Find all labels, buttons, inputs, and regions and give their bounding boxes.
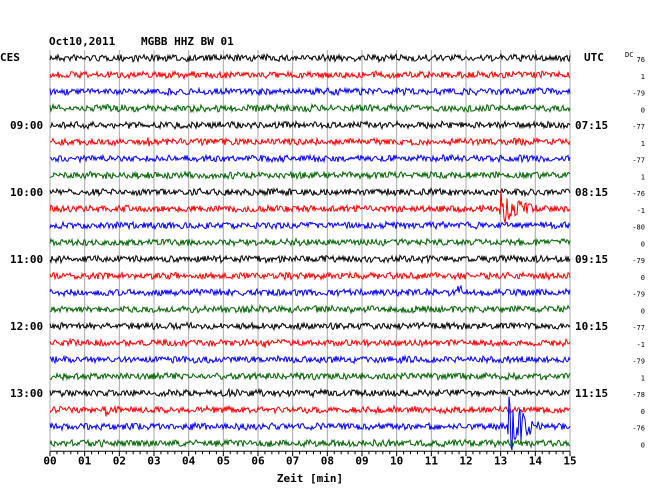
trace-row-12 [49,254,571,265]
trace-row-5 [49,136,571,147]
offset-label-15: 0 [641,307,645,315]
x-tick-label-08: 08 [321,454,334,467]
right-time-label-1: 08:15 [575,186,608,199]
offset-label-13: 0 [641,274,645,282]
left-time-label-0: 09:00 [10,119,43,132]
trace-row-8 [49,187,571,198]
offset-label-5: 1 [641,140,645,148]
offset-label-14: -79 [632,291,645,299]
offset-label-17: -1 [637,341,645,349]
offset-label-9: -1 [637,207,645,215]
trace-row-14 [49,284,571,298]
x-tick-label-00: 00 [43,454,56,467]
trace-row-11 [49,237,571,248]
trace-row-21 [49,404,571,417]
x-tick-label-11: 11 [425,454,439,467]
right-axis-label: UTC [584,51,604,64]
offset-label-3: 0 [641,106,645,114]
trace-row-17 [49,337,571,349]
x-tick-label-04: 04 [182,454,196,467]
right-time-label-2: 09:15 [575,253,608,266]
left-time-label-4: 13:00 [10,387,43,400]
offset-label-10: -80 [632,224,645,232]
offset-label-16: -77 [632,324,645,332]
trace-row-0 [49,52,571,64]
minute-grid [49,50,571,452]
chart-title-station: MGBB HHZ BW 01 [141,35,234,48]
offset-label-23: 0 [641,441,645,449]
x-axis-label: Zeit [min] [277,472,343,485]
trace-row-18 [49,354,571,365]
right-time-label-3: 10:15 [575,320,608,333]
trace-row-15 [49,303,571,315]
x-tick-label-07: 07 [286,454,299,467]
offset-header: DC [625,51,633,59]
left-axis-label: CES [0,51,20,64]
offset-label-4: -77 [632,123,645,131]
x-tick-label-03: 03 [147,454,160,467]
offset-label-22: -76 [632,425,645,433]
offset-label-0: 76 [637,56,645,64]
trace-row-22 [49,396,571,451]
trace-row-1 [49,69,571,81]
trace-row-9 [49,190,571,223]
chart-title-date: Oct10,2011 [49,35,116,48]
offset-label-7: 1 [641,173,645,181]
x-tick-label-09: 09 [355,454,368,467]
offset-label-11: 0 [641,240,645,248]
x-tick-label-01: 01 [78,454,92,467]
x-tick-label-02: 02 [113,454,126,467]
offset-label-8: -76 [632,190,645,198]
x-tick-label-15: 15 [563,454,576,467]
x-axis: 00 01 02 03 04 05 06 07 08 09 10 11 12 13 14 15 [43,450,577,467]
trace-row-16 [49,321,571,331]
left-time-label-1: 10:00 [10,186,43,199]
left-time-label-2: 11:00 [10,253,43,266]
x-tick-label-14: 14 [529,454,543,467]
offset-label-2: -79 [632,90,645,98]
x-tick-label-05: 05 [217,454,230,467]
offset-label-6: -77 [632,157,645,165]
seismic-traces [49,52,571,451]
offset-label-12: -79 [632,257,645,265]
offset-label-21: 0 [641,408,645,416]
trace-row-20 [49,387,571,399]
right-time-label-4: 11:15 [575,387,608,400]
time-labels: 09:00 10:00 11:00 12:00 13:00 07:15 08:15 09:15… [10,119,608,400]
trace-row-4 [49,119,571,131]
offset-label-1: 1 [641,73,645,81]
x-tick-label-12: 12 [459,454,472,467]
trace-row-7 [49,170,571,181]
x-tick-label-10: 10 [390,454,403,467]
x-tick-label-13: 13 [494,454,507,467]
x-tick-label-06: 06 [251,454,265,467]
offset-label-19: 1 [641,374,645,382]
trace-row-10 [49,220,571,231]
trace-row-2 [49,86,571,97]
offset-label-20: -78 [632,391,645,399]
offset-label-18: -79 [632,358,645,366]
trace-row-6 [49,153,571,164]
offset-labels: 76 1 -79 0 -77 1 -77 1 -76 -1 -80 0 -79 0 -79 0 -77 -1 -79… [632,56,645,449]
right-time-label-0: 07:15 [575,119,608,132]
trace-row-13 [49,270,571,282]
trace-row-23 [49,438,571,449]
trace-row-3 [49,102,571,114]
left-time-label-3: 12:00 [10,320,43,333]
trace-row-19 [49,370,571,382]
